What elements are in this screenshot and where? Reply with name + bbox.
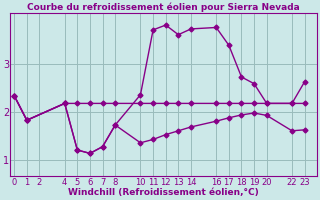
X-axis label: Windchill (Refroidissement éolien,°C): Windchill (Refroidissement éolien,°C) <box>68 188 259 197</box>
Title: Courbe du refroidissement éolien pour Sierra Nevada: Courbe du refroidissement éolien pour Si… <box>28 3 300 12</box>
